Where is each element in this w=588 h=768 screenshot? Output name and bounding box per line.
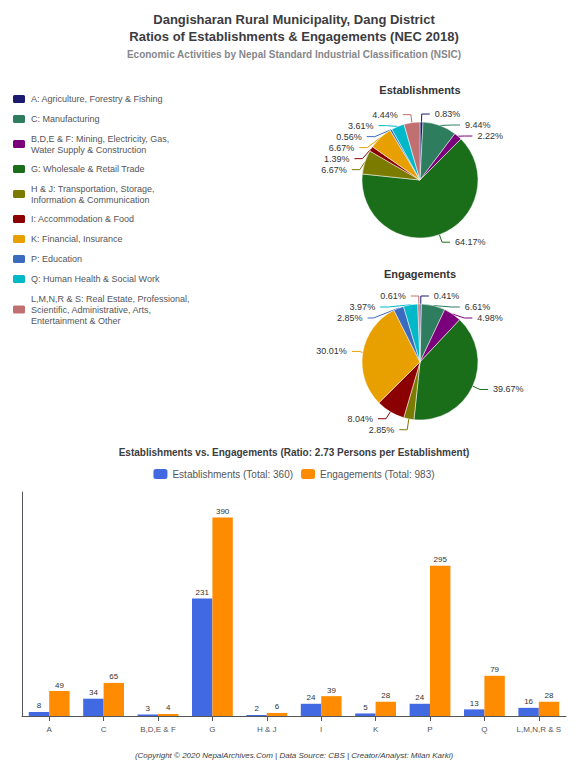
svg-text:K: K — [373, 725, 379, 734]
svg-text:30.01%: 30.01% — [316, 346, 347, 356]
svg-text:I: I — [320, 725, 322, 734]
svg-text:0.41%: 0.41% — [434, 291, 460, 301]
svg-text:390: 390 — [216, 507, 230, 516]
svg-text:2.85%: 2.85% — [337, 313, 363, 323]
svg-text:K: Financial, Insurance: K: Financial, Insurance — [31, 234, 123, 244]
svg-text:G: Wholesale & Retail Trade: G: Wholesale & Retail Trade — [31, 164, 145, 174]
svg-text:2: 2 — [254, 704, 259, 713]
svg-text:I: Accommodation & Food: I: Accommodation & Food — [31, 214, 134, 224]
svg-text:1.39%: 1.39% — [324, 154, 350, 164]
svg-text:8: 8 — [37, 701, 42, 710]
svg-text:0.61%: 0.61% — [380, 291, 406, 301]
svg-text:Q: Human Health & Social Work: Q: Human Health & Social Work — [31, 274, 160, 284]
svg-text:Engagements: Engagements — [384, 268, 456, 280]
svg-text:L,M,N,R & S: Real Estate, Prof: L,M,N,R & S: Real Estate, Professional, — [31, 294, 190, 304]
svg-text:295: 295 — [434, 555, 448, 564]
svg-text:13: 13 — [470, 699, 479, 708]
svg-text:B,D,E & F: Mining, Electricity: B,D,E & F: Mining, Electricity, Gas, — [31, 134, 169, 144]
svg-text:6.67%: 6.67% — [321, 165, 347, 175]
svg-text:H & J: Transportation, Storage: H & J: Transportation, Storage, — [31, 184, 155, 194]
svg-text:6: 6 — [275, 702, 280, 711]
svg-text:G: G — [209, 725, 215, 734]
svg-text:79: 79 — [490, 665, 499, 674]
svg-text:Establishments (Total: 360): Establishments (Total: 360) — [172, 469, 293, 480]
svg-text:Q: Q — [481, 725, 487, 734]
svg-text:H & J: H & J — [257, 725, 277, 734]
svg-text:(Copyright © 2020 NepalArchive: (Copyright © 2020 NepalArchives.Com | Da… — [135, 751, 454, 760]
svg-text:A: Agriculture, Forestry & Fis: A: Agriculture, Forestry & Fishing — [31, 94, 163, 104]
svg-text:49: 49 — [55, 681, 64, 690]
svg-text:16: 16 — [524, 697, 533, 706]
svg-text:5: 5 — [363, 703, 368, 712]
svg-text:2.85%: 2.85% — [369, 425, 395, 435]
svg-text:24: 24 — [307, 693, 316, 702]
svg-text:Establishments vs. Engagements: Establishments vs. Engagements (Ratio: 2… — [119, 447, 470, 458]
svg-text:L,M,N,R & S: L,M,N,R & S — [517, 725, 561, 734]
svg-text:Water Supply & Construction: Water Supply & Construction — [31, 145, 146, 155]
svg-text:Dangisharan Rural Municipality: Dangisharan Rural Municipality, Dang Dis… — [153, 12, 435, 27]
svg-text:Ratios of Establishments & Eng: Ratios of Establishments & Engagements (… — [129, 29, 458, 44]
svg-text:A: A — [47, 725, 53, 734]
svg-text:0.83%: 0.83% — [435, 109, 461, 119]
svg-text:34: 34 — [89, 688, 98, 697]
svg-text:Information & Communication: Information & Communication — [31, 195, 150, 205]
svg-text:3.61%: 3.61% — [348, 121, 374, 131]
svg-text:39.67%: 39.67% — [493, 384, 524, 394]
svg-text:3: 3 — [146, 704, 151, 713]
svg-text:4: 4 — [166, 703, 171, 712]
svg-text:2.22%: 2.22% — [477, 131, 503, 141]
svg-text:28: 28 — [381, 691, 390, 700]
svg-text:4.44%: 4.44% — [372, 110, 398, 120]
svg-text:C: C — [101, 725, 107, 734]
svg-text:24: 24 — [415, 693, 424, 702]
svg-text:P: Education: P: Education — [31, 254, 82, 264]
svg-text:8.04%: 8.04% — [347, 414, 373, 424]
svg-text:Establishments: Establishments — [379, 84, 460, 96]
svg-text:64.17%: 64.17% — [455, 237, 486, 247]
svg-text:39: 39 — [327, 686, 336, 695]
svg-text:3.97%: 3.97% — [350, 302, 376, 312]
svg-text:Economic Activities by Nepal S: Economic Activities by Nepal Standard In… — [127, 49, 461, 60]
svg-text:6.61%: 6.61% — [465, 302, 491, 312]
svg-text:231: 231 — [196, 588, 210, 597]
svg-text:0.56%: 0.56% — [336, 132, 362, 142]
svg-text:Scientific, Administrative, Ar: Scientific, Administrative, Arts, — [31, 305, 151, 315]
svg-text:4.98%: 4.98% — [477, 313, 503, 323]
svg-text:P: P — [427, 725, 432, 734]
svg-text:6.67%: 6.67% — [329, 143, 355, 153]
svg-text:Entertainment & Other: Entertainment & Other — [31, 316, 121, 326]
svg-text:65: 65 — [109, 672, 118, 681]
svg-text:9.44%: 9.44% — [465, 120, 491, 130]
svg-text:Engagements (Total: 983): Engagements (Total: 983) — [320, 469, 435, 480]
svg-text:28: 28 — [545, 691, 554, 700]
svg-text:C: Manufacturing: C: Manufacturing — [31, 114, 100, 124]
svg-text:B,D,E & F: B,D,E & F — [140, 725, 176, 734]
